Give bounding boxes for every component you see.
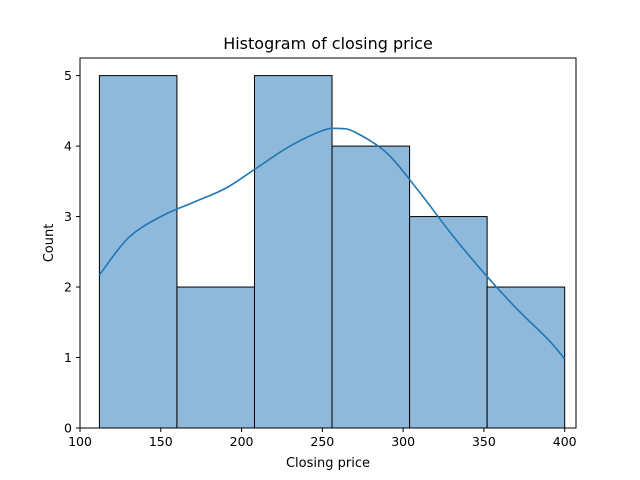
histogram-bar-6: [486, 286, 566, 429]
x-axis-label: Closing price: [286, 456, 370, 471]
x-tick-label: 200: [230, 434, 254, 449]
x-tick-label: 250: [310, 434, 334, 449]
histogram-bar-4: [331, 145, 411, 429]
x-axis: 100 150 200 250 300 350 400: [68, 428, 577, 449]
kde-group: [98, 127, 566, 360]
y-tick-label: 1: [64, 350, 72, 365]
bars-group: [98, 75, 566, 429]
chart-title: Histogram of closing price: [223, 34, 433, 53]
y-tick-label: 3: [64, 209, 72, 224]
y-axis: 0 1 2 3 4 5: [64, 68, 80, 436]
y-axis-label: Count: [42, 224, 57, 263]
x-tick-label: 400: [553, 434, 577, 449]
x-tick-label: 300: [391, 434, 415, 449]
histogram-bar-5: [409, 216, 488, 429]
y-tick-label: 2: [64, 280, 72, 295]
plot-frame: [79, 57, 577, 429]
y-tick-label: 5: [64, 68, 72, 83]
x-tick-label: 350: [472, 434, 496, 449]
kde-line: [98, 127, 566, 360]
x-tick-label: 100: [68, 434, 92, 449]
histogram-bar-3: [253, 75, 333, 429]
x-tick-label: 150: [149, 434, 173, 449]
histogram-bar-1: [98, 75, 178, 429]
y-tick-label: 4: [64, 139, 72, 154]
histogram-bar-2: [176, 286, 255, 429]
y-tick-label: 0: [64, 421, 72, 436]
